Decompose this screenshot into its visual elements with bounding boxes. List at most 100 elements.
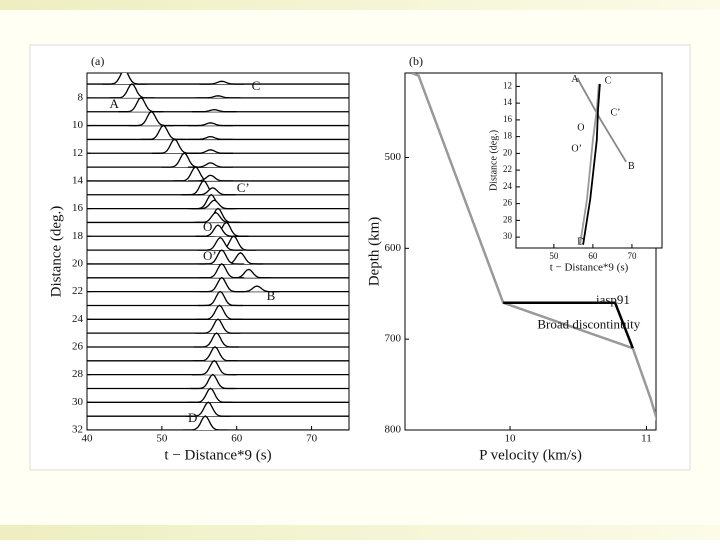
- pulse: [188, 135, 233, 141]
- annotation: O: [203, 219, 212, 234]
- y-tick-label: 26: [72, 341, 84, 353]
- x-tick-label: 50: [549, 251, 559, 261]
- y-tick-label: 16: [503, 114, 513, 124]
- panel-label: (a): [91, 54, 104, 68]
- pulse: [195, 318, 241, 334]
- pulse: [191, 359, 237, 376]
- y-axis-label: Depth (km): [366, 217, 382, 287]
- y-tick-label: 30: [503, 231, 513, 241]
- annotation: Broad discontinuity: [537, 317, 640, 332]
- y-tick-label: 22: [503, 164, 512, 174]
- x-tick-label: 70: [627, 251, 637, 261]
- series-line: [582, 83, 601, 245]
- plot-frame: [86, 72, 350, 431]
- pulse: [194, 332, 239, 348]
- annotation: C’: [610, 107, 620, 118]
- x-tick-label: 70: [306, 433, 318, 445]
- pulse: [191, 108, 237, 113]
- y-tick-label: 10: [72, 119, 84, 131]
- pulse: [193, 211, 239, 224]
- pulse: [191, 199, 237, 210]
- pulse: [128, 110, 174, 127]
- annotation: B: [267, 288, 276, 303]
- annotation: C’: [237, 180, 250, 195]
- pulse: [185, 401, 231, 417]
- y-tick-label: 20: [72, 257, 84, 269]
- y-tick-label: 18: [72, 230, 84, 242]
- pulse: [190, 373, 236, 390]
- annotation: D: [188, 410, 197, 425]
- x-tick-label: 11: [641, 433, 652, 445]
- y-tick-label: 32: [72, 424, 83, 436]
- y-tick-label: 800: [385, 424, 402, 436]
- y-tick-label: 12: [72, 147, 83, 159]
- pulse: [199, 249, 245, 265]
- y-tick-label: 16: [72, 202, 84, 214]
- y-tick-label: 26: [503, 198, 513, 208]
- pulse: [118, 96, 164, 113]
- pulse: [199, 276, 245, 293]
- x-tick-label: 60: [588, 251, 598, 261]
- y-axis-label: Distance (deg.): [488, 130, 499, 191]
- x-tick-label: 50: [156, 433, 168, 445]
- pulse: [109, 83, 155, 99]
- pulse: [188, 149, 233, 154]
- annotation: D: [577, 236, 584, 247]
- series-line: [503, 301, 634, 349]
- annotation: iasp91: [596, 292, 630, 307]
- annotation: O’: [203, 248, 217, 263]
- pulse: [199, 80, 245, 85]
- annotation: O: [577, 123, 584, 134]
- pulse: [140, 124, 186, 141]
- annotation: C: [605, 76, 612, 87]
- plot-frame: [515, 72, 663, 249]
- y-tick-label: 30: [72, 396, 84, 408]
- annotation: C: [252, 78, 261, 93]
- bottom-band: [0, 525, 720, 540]
- y-tick-label: 600: [385, 242, 402, 254]
- y-tick-label: 14: [503, 97, 513, 107]
- pulse: [192, 345, 238, 362]
- series-line: [411, 73, 656, 421]
- y-tick-label: 24: [503, 181, 513, 191]
- pulse: [182, 415, 228, 430]
- pulse: [188, 174, 233, 182]
- pulse: [199, 262, 245, 279]
- pulse: [190, 187, 236, 196]
- x-axis-label: t − Distance*9 (s): [550, 262, 629, 274]
- panel-label: (b): [409, 54, 423, 68]
- x-tick-label: 40: [82, 433, 94, 445]
- y-tick-label: 28: [503, 214, 513, 224]
- y-tick-label: 22: [72, 285, 83, 297]
- series-line: [579, 83, 600, 245]
- y-tick-label: 18: [503, 131, 513, 141]
- pulse: [195, 95, 241, 99]
- y-tick-label: 14: [72, 174, 84, 186]
- pulse: [197, 304, 242, 320]
- pulse: [197, 290, 243, 307]
- pulse: [197, 236, 243, 251]
- y-axis-label: Distance (deg.): [48, 206, 64, 298]
- pulse: [188, 387, 233, 403]
- y-tick-label: 20: [503, 147, 513, 157]
- x-axis-label: P velocity (km/s): [479, 447, 582, 463]
- pulse: [188, 122, 233, 127]
- y-tick-label: 28: [72, 368, 84, 380]
- x-tick-label: 10: [505, 433, 517, 445]
- annotation: A: [109, 96, 119, 111]
- y-tick-label: 12: [503, 80, 512, 90]
- annotation: A: [571, 74, 579, 85]
- x-axis-label: t − Distance*9 (s): [164, 447, 271, 463]
- annotation: O’: [571, 143, 582, 154]
- annotation: B: [628, 161, 635, 172]
- pulse: [102, 73, 147, 85]
- y-tick-label: 8: [78, 91, 84, 103]
- y-tick-label: 700: [385, 333, 402, 345]
- series-line: [576, 77, 627, 163]
- y-tick-label: 24: [72, 313, 84, 325]
- x-tick-label: 60: [231, 433, 243, 445]
- top-band: [0, 0, 720, 10]
- y-tick-label: 500: [385, 151, 402, 163]
